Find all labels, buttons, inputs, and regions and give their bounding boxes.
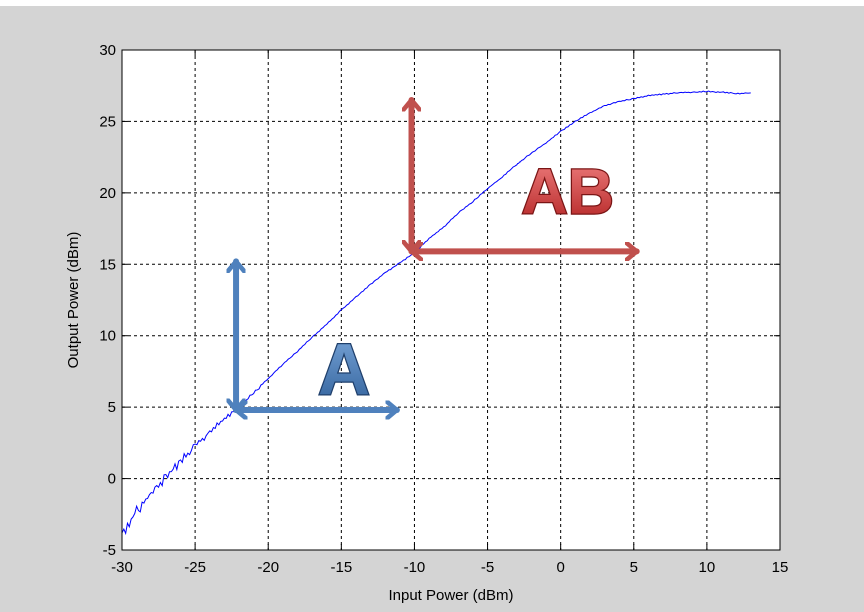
y-tick-label: 10 — [99, 328, 116, 345]
y-tick-label: 0 — [108, 471, 116, 488]
y-tick-label: 25 — [99, 113, 116, 130]
x-tick-label: 15 — [772, 559, 789, 576]
x-tick-label: -25 — [184, 559, 206, 576]
y-tick-label: 5 — [108, 399, 116, 416]
annotation-a-label: A — [318, 330, 370, 410]
series-layer — [122, 90, 751, 536]
x-tick-label: 0 — [556, 559, 564, 576]
annotations: A AB — [236, 97, 640, 410]
annotation-ab-label: AB — [522, 155, 614, 227]
y-tick-label: 15 — [99, 256, 116, 273]
x-tick-label: 10 — [699, 559, 716, 576]
plot-frame — [121, 49, 781, 551]
grid — [122, 50, 780, 550]
y-tick-label: 20 — [99, 185, 116, 202]
x-tick-label: -20 — [257, 559, 279, 576]
y-axis-label: Output Power (dBm) — [65, 232, 82, 369]
plot-area — [122, 50, 780, 550]
y-tick-label: -5 — [103, 542, 116, 559]
x-tick-label: -30 — [111, 559, 133, 576]
y-tick-label: 30 — [99, 42, 116, 59]
ticks — [121, 49, 781, 551]
x-axis-label: Input Power (dBm) — [388, 587, 513, 604]
figure-top-white-band — [0, 0, 864, 6]
x-tick-label: -10 — [404, 559, 426, 576]
x-tick-label: -15 — [330, 559, 352, 576]
x-tick-label: -5 — [481, 559, 494, 576]
x-tick-label: 5 — [630, 559, 638, 576]
tick-labels: -30 -25 -20 -15 -10 -5 0 5 10 15 -5 0 5 10 15 20 25 30 — [99, 42, 788, 576]
series-line — [122, 90, 751, 536]
